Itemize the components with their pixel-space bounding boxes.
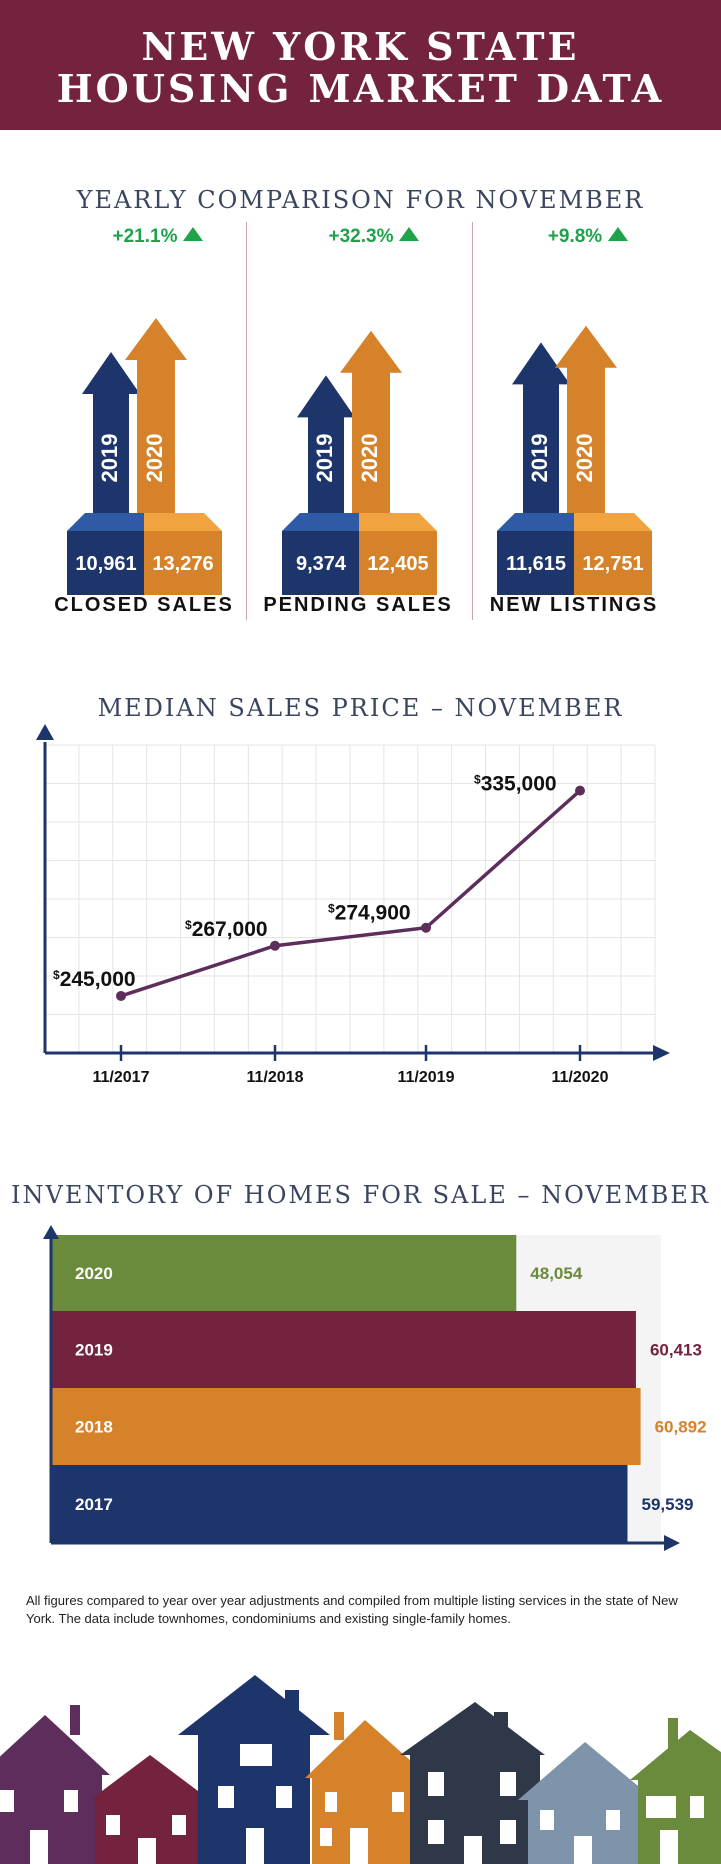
year-2019-label: 2019 bbox=[527, 434, 552, 483]
arrow-2020-shaft bbox=[137, 358, 175, 513]
closed-sales-change: +21.1% bbox=[68, 226, 248, 248]
median-price-title: MEDIAN SALES PRICE – NOVEMBER bbox=[97, 694, 624, 722]
value-2020: 12,405 bbox=[367, 553, 428, 575]
data-label: $274,900 bbox=[328, 902, 411, 925]
inventory-bar bbox=[51, 1465, 628, 1543]
header-title-line1: NEW YORK STATE bbox=[141, 24, 580, 69]
up-triangle-icon bbox=[399, 227, 420, 241]
base-2019-box bbox=[497, 531, 574, 595]
new-listings-change: +9.8% bbox=[498, 226, 678, 248]
header-title-line2: HOUSING MARKET DATA bbox=[56, 66, 665, 111]
house-navy bbox=[178, 1675, 330, 1864]
value-2020: 13,276 bbox=[152, 553, 213, 575]
arrow-2019-head bbox=[82, 352, 140, 395]
closed-sales-arrows: 2019 2020 10,961 13,276 bbox=[67, 318, 222, 595]
x-tick-label: 11/2019 bbox=[398, 1069, 455, 1086]
new-listings-arrows: 2019 2020 11,615 12,751 bbox=[497, 325, 652, 595]
base-2019-top bbox=[282, 513, 359, 531]
data-label: $335,000 bbox=[474, 773, 557, 796]
base-2019-top bbox=[67, 513, 144, 531]
year-2019-label: 2019 bbox=[97, 434, 122, 483]
y-axis-arrow-icon bbox=[43, 1225, 59, 1239]
bar-value-label: 48,054 bbox=[530, 1264, 583, 1283]
x-axis-arrow-icon bbox=[664, 1535, 680, 1551]
inventory-bar bbox=[51, 1388, 641, 1465]
data-label: $245,000 bbox=[53, 968, 136, 991]
inventory-bar-chart: 2020 48,054 2019 60,413 2018 60,892 2017 59,539 bbox=[43, 1225, 707, 1551]
change-value: +9.8% bbox=[547, 226, 603, 247]
house-orange bbox=[305, 1712, 430, 1864]
x-tick-label: 11/2017 bbox=[93, 1069, 150, 1086]
base-2019-top bbox=[497, 513, 574, 531]
arrow-2019-head bbox=[297, 375, 355, 418]
inventory-bar bbox=[51, 1311, 636, 1388]
base-2020-top bbox=[359, 513, 437, 531]
page-header: NEW YORK STATE HOUSING MARKET DATA bbox=[0, 0, 721, 130]
house-maroon bbox=[90, 1755, 210, 1864]
inventory-title: INVENTORY OF HOMES FOR SALE – NOVEMBER bbox=[11, 1181, 710, 1209]
new-listings-label: NEW LISTINGS bbox=[489, 594, 659, 616]
base-2020-box bbox=[574, 531, 652, 595]
value-2020: 12,751 bbox=[582, 553, 643, 575]
base-2019-box bbox=[282, 531, 359, 595]
year-2020-label: 2020 bbox=[142, 434, 167, 483]
group-divider bbox=[246, 222, 247, 620]
base-2020-top bbox=[144, 513, 222, 531]
arrow-2019-shaft bbox=[523, 382, 559, 513]
data-label: $267,000 bbox=[185, 918, 268, 941]
yearly-comparison-title: YEARLY COMPARISON FOR NOVEMBER bbox=[76, 186, 645, 214]
data-point bbox=[116, 990, 126, 1001]
bar-year-label: 2018 bbox=[75, 1418, 113, 1437]
bar-year-label: 2017 bbox=[75, 1495, 113, 1514]
year-2019-label: 2019 bbox=[312, 434, 337, 483]
value-2019: 10,961 bbox=[75, 553, 136, 575]
base-2019-box bbox=[67, 531, 144, 595]
footnote: All figures compared to year over year a… bbox=[26, 1593, 678, 1626]
median-price-line-chart: 11/2017 11/2018 11/2019 11/2020 $245,000 $267… bbox=[36, 724, 670, 1086]
up-triangle-icon bbox=[608, 227, 629, 241]
data-point bbox=[575, 785, 585, 796]
house-charcoal bbox=[400, 1702, 545, 1864]
inventory-bar bbox=[51, 1235, 517, 1311]
arrow-2020-head bbox=[340, 330, 402, 373]
y-axis-arrow-icon bbox=[36, 724, 54, 740]
bar-year-label: 2019 bbox=[75, 1341, 113, 1360]
base-2020-box bbox=[144, 531, 222, 595]
year-2020-label: 2020 bbox=[357, 434, 382, 483]
closed-sales-label: CLOSED SALES bbox=[54, 594, 234, 616]
value-2019: 11,615 bbox=[506, 553, 566, 575]
pending-sales-label: PENDING SALES bbox=[263, 594, 453, 616]
arrow-2020-head bbox=[125, 318, 187, 360]
x-axis-arrow-icon bbox=[653, 1045, 670, 1061]
base-2020-top bbox=[574, 513, 652, 531]
pending-sales-arrows: 2019 2020 9,374 12,405 bbox=[282, 330, 437, 595]
x-tick-label: 11/2018 bbox=[247, 1069, 304, 1086]
pending-sales-change: +32.3% bbox=[284, 226, 464, 248]
arrow-2019-shaft bbox=[93, 392, 129, 513]
year-2020-label: 2020 bbox=[572, 434, 597, 483]
house-slate bbox=[518, 1742, 655, 1864]
data-point bbox=[270, 940, 280, 951]
up-triangle-icon bbox=[183, 227, 204, 241]
arrow-2019-head bbox=[512, 342, 570, 385]
data-point bbox=[421, 922, 431, 933]
houses-illustration bbox=[0, 1675, 721, 1864]
arrow-2020-shaft bbox=[352, 370, 390, 513]
arrow-2019-shaft bbox=[308, 415, 344, 513]
bar-value-label: 60,413 bbox=[650, 1341, 702, 1360]
bar-value-label: 60,892 bbox=[655, 1418, 707, 1437]
x-tick-label: 11/2020 bbox=[552, 1069, 609, 1086]
house-purple bbox=[0, 1705, 110, 1864]
bar-value-label: 59,539 bbox=[641, 1495, 693, 1514]
arrow-2020-head bbox=[555, 325, 617, 368]
bar-year-label: 2020 bbox=[75, 1264, 113, 1283]
house-olive bbox=[630, 1718, 721, 1864]
change-value: +21.1% bbox=[112, 226, 178, 247]
arrow-2020-shaft bbox=[567, 365, 605, 513]
median-price-line bbox=[120, 789, 582, 998]
change-value: +32.3% bbox=[328, 226, 394, 247]
group-divider bbox=[472, 222, 473, 620]
base-2020-box bbox=[359, 531, 437, 595]
value-2019: 9,374 bbox=[296, 553, 347, 575]
